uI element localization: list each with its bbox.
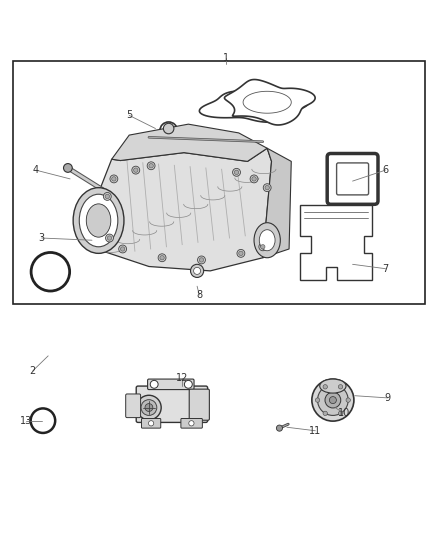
Polygon shape [300, 205, 372, 280]
FancyBboxPatch shape [136, 386, 208, 423]
Circle shape [191, 264, 204, 278]
Circle shape [338, 385, 343, 389]
Circle shape [252, 177, 256, 181]
Circle shape [120, 247, 125, 251]
FancyBboxPatch shape [336, 163, 369, 195]
FancyBboxPatch shape [327, 154, 378, 204]
Text: 1: 1 [223, 53, 229, 62]
Circle shape [323, 411, 327, 416]
Circle shape [134, 168, 138, 172]
Text: 2: 2 [30, 366, 36, 376]
Circle shape [233, 168, 240, 176]
Circle shape [184, 381, 192, 388]
Circle shape [31, 408, 55, 433]
Circle shape [105, 194, 110, 199]
Polygon shape [199, 91, 309, 122]
Circle shape [110, 175, 118, 183]
FancyBboxPatch shape [148, 379, 194, 390]
Circle shape [261, 245, 265, 249]
Circle shape [106, 234, 113, 242]
Circle shape [239, 251, 243, 255]
Circle shape [315, 398, 320, 402]
Text: 4: 4 [33, 165, 39, 175]
Ellipse shape [259, 230, 275, 251]
Circle shape [112, 177, 116, 181]
Ellipse shape [79, 194, 118, 247]
Circle shape [160, 255, 164, 260]
Circle shape [64, 164, 72, 172]
Circle shape [145, 403, 153, 411]
Polygon shape [263, 148, 291, 258]
Text: 3: 3 [39, 233, 45, 243]
Circle shape [318, 385, 348, 415]
Circle shape [338, 411, 343, 416]
Circle shape [329, 397, 336, 403]
Circle shape [237, 249, 245, 257]
Circle shape [141, 400, 157, 415]
Circle shape [150, 381, 158, 388]
Polygon shape [92, 148, 272, 271]
Text: 13: 13 [20, 416, 32, 426]
Circle shape [189, 421, 194, 426]
Text: 6: 6 [382, 165, 389, 175]
Circle shape [158, 254, 166, 262]
Text: 7: 7 [382, 264, 389, 273]
Circle shape [160, 122, 177, 140]
Circle shape [325, 392, 341, 408]
Circle shape [263, 184, 271, 191]
Polygon shape [243, 91, 291, 113]
Polygon shape [224, 79, 315, 125]
Ellipse shape [254, 223, 280, 258]
Circle shape [119, 245, 127, 253]
Ellipse shape [320, 379, 346, 393]
Circle shape [103, 192, 111, 200]
Circle shape [163, 123, 174, 134]
Text: 5: 5 [126, 110, 132, 120]
Circle shape [137, 395, 161, 420]
Circle shape [346, 398, 350, 402]
Text: 9: 9 [385, 393, 391, 403]
Text: 8: 8 [196, 290, 202, 300]
Circle shape [265, 185, 269, 190]
Circle shape [194, 268, 201, 274]
Circle shape [198, 256, 205, 264]
Circle shape [234, 170, 239, 174]
Circle shape [107, 236, 112, 240]
Circle shape [250, 175, 258, 183]
Ellipse shape [73, 188, 124, 253]
Polygon shape [112, 124, 267, 161]
Circle shape [147, 162, 155, 169]
FancyBboxPatch shape [141, 418, 161, 428]
FancyBboxPatch shape [126, 394, 141, 418]
Circle shape [149, 164, 153, 168]
Circle shape [148, 421, 154, 426]
FancyBboxPatch shape [181, 418, 202, 428]
Ellipse shape [86, 204, 111, 237]
Text: 10: 10 [338, 408, 350, 418]
Circle shape [132, 166, 140, 174]
FancyBboxPatch shape [189, 389, 209, 420]
Circle shape [276, 425, 283, 431]
Text: 12: 12 [176, 373, 188, 383]
Circle shape [323, 385, 328, 389]
Circle shape [199, 258, 204, 262]
Text: 11: 11 [309, 426, 321, 436]
Circle shape [312, 379, 354, 421]
Circle shape [259, 243, 267, 251]
Circle shape [31, 253, 70, 291]
Bar [13, 61, 425, 304]
